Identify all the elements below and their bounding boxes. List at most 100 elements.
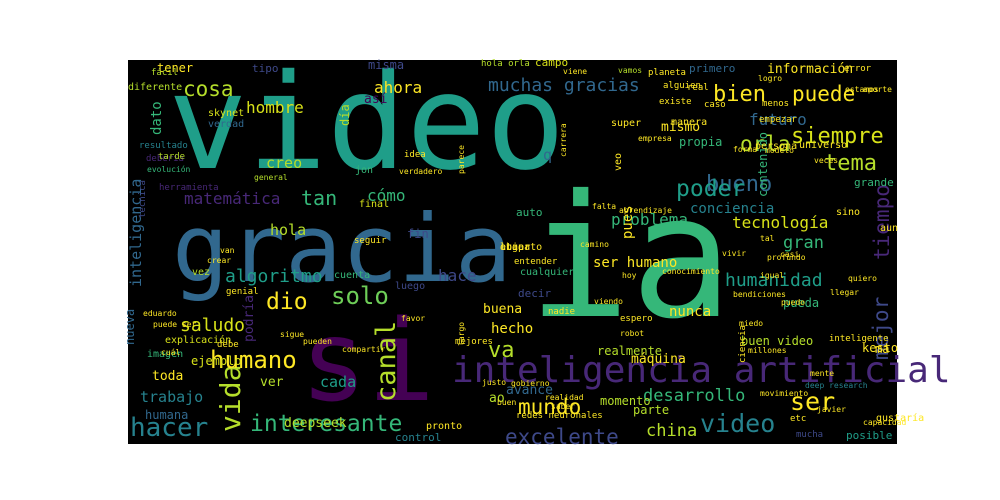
word-cloud-term: buen [497,398,516,407]
word-cloud-term: idea [404,150,426,160]
word-cloud-term: inteligencia [127,179,145,287]
word-cloud-term: máquina [631,352,686,367]
word-cloud-term: china [646,421,697,441]
word-cloud-term: creo [266,154,302,172]
word-cloud-term: ver [260,375,284,390]
word-cloud-term: conocimiento [662,267,720,276]
word-cloud-term: imagen [147,349,183,360]
word-cloud-term: vivir [722,249,746,258]
word-cloud-term: q [543,146,552,164]
word-cloud-term: primero [689,62,735,75]
word-cloud-term: real [687,83,709,93]
word-cloud-term: camino [580,240,609,249]
word-cloud-term: tarde [158,152,185,162]
word-cloud-term: veo [613,153,624,171]
word-cloud-term: control [395,431,441,444]
word-cloud-term: ejemplo [191,354,242,368]
word-cloud-term: forma [733,145,757,154]
word-cloud-term: empresa [638,134,672,143]
word-cloud-term: crear [207,256,231,265]
word-cloud-term: genial [226,287,259,297]
word-cloud-term: aprendizaje [619,206,672,215]
word-cloud-term: persona [755,141,797,152]
word-cloud-term: hacer [130,413,208,443]
word-cloud-term: realmente [597,344,662,358]
word-cloud-term: así [364,92,387,107]
word-cloud-term: ser humano [593,255,677,271]
word-cloud-term: gran [783,233,824,253]
word-cloud-term: dio [266,289,308,315]
word-cloud-term: fácil [151,68,178,78]
word-cloud-term: resultado [139,141,188,151]
word-cloud-term: desarrollo [643,386,745,406]
word-cloud-term: contenido [756,132,770,197]
word-cloud-term: javier [817,405,846,414]
word-cloud-term: nueva [123,309,137,345]
word-cloud-term: largo [457,322,466,346]
word-cloud-term: tema [824,151,877,176]
word-cloud-term: falta [592,202,616,211]
word-cloud-term: herramienta [159,183,219,193]
word-cloud-term: bendiciones [733,290,786,299]
word-cloud-term: etapa [500,242,530,253]
word-cloud-term: mucha [796,430,823,440]
word-cloud-term: millones [748,346,787,355]
word-cloud-term: interesante [250,411,402,437]
word-cloud-term: capacidad [863,418,907,427]
word-cloud-term: redes neuronales [516,411,603,421]
word-cloud-term: realidad [545,393,584,402]
word-cloud-term: ia [528,159,733,357]
word-cloud-term: matemática [184,189,280,208]
word-cloud-term: aun [880,223,898,234]
word-cloud-term: cualquier [520,267,574,278]
word-cloud-term: vida [214,365,247,432]
word-cloud-term: mismo [661,120,700,135]
word-cloud-term: justo [482,378,506,387]
word-cloud-term: momento [600,394,651,408]
word-cloud-term: cuál [161,348,180,357]
word-cloud-term: conciencia [690,201,774,217]
word-cloud-term: ciencia [738,325,748,363]
word-cloud-term: orla [740,132,791,156]
word-cloud-term: casi [780,250,799,259]
word-cloud-term: posible [846,429,892,442]
word-cloud-term: información [767,62,853,77]
word-cloud-term: verdad [208,119,244,130]
word-cloud-term: tal [760,234,775,243]
word-cloud-term: auto [516,206,543,219]
word-cloud-term: cómo [367,186,406,205]
word-cloud-term: compartir [342,345,386,354]
word-cloud-term: video [700,409,775,438]
word-cloud-term: alguien [663,81,701,91]
word-cloud-term: toda [152,369,183,384]
word-cloud-term: planeta [648,68,686,78]
word-cloud-term: pronto [426,421,462,432]
word-cloud-term: seguir [354,236,387,246]
word-cloud-term: mente [810,369,834,378]
word-cloud-term: puede [792,82,855,106]
word-cloud-term: va [488,338,515,363]
word-cloud-term: deepseek [284,416,347,431]
word-cloud-term: deep research [805,381,868,390]
word-cloud-term: evolución [147,164,191,174]
word-cloud-term: miedo [739,319,763,328]
word-cloud-term: saludo [180,315,245,336]
word-cloud-term: hoy [622,271,637,280]
word-cloud-term: estamos [845,85,879,94]
word-cloud-term: ser [790,387,835,416]
word-cloud-term: puedo [781,298,805,307]
word-cloud-term: puede ser [153,320,197,329]
word-cloud-term: espero [620,314,653,324]
word-cloud-term: gustaría [876,412,924,424]
word-cloud-background [128,60,897,444]
word-cloud-term: movimiento [760,389,808,398]
word-cloud-term: muchas gracias [488,75,640,96]
word-cloud-term: gobierno [511,379,550,388]
word-cloud-term: dato [149,101,165,135]
word-cloud-term: bien [713,82,766,107]
word-cloud-term: mundo [518,395,581,419]
word-cloud-term: misma [368,58,404,72]
word-cloud-term: llegar [830,288,859,297]
